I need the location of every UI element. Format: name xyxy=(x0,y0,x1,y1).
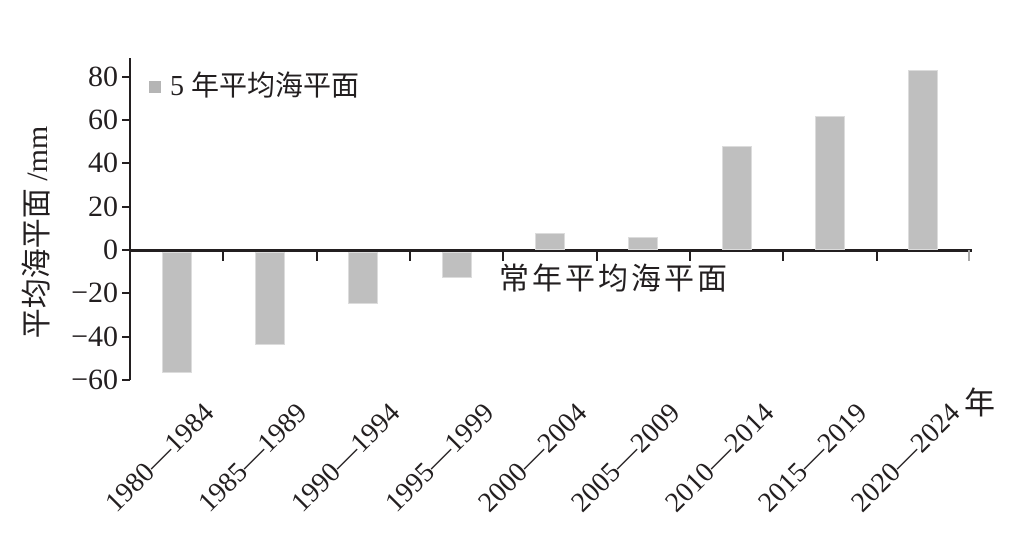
y-axis-tick xyxy=(122,292,130,295)
x-axis-tick xyxy=(875,252,878,261)
y-axis-tick xyxy=(122,249,130,251)
bar xyxy=(535,232,566,250)
y-axis-tick-label: 80 xyxy=(88,59,118,93)
x-axis-tick xyxy=(222,252,225,261)
bar xyxy=(815,115,846,250)
y-axis-tick xyxy=(122,119,130,122)
y-axis-tick-label: −40 xyxy=(71,319,118,353)
bar xyxy=(161,252,192,374)
x-axis-tick xyxy=(595,252,598,261)
baseline-annotation: 常年平均海平面 xyxy=(499,263,730,296)
y-axis-tick-label: −20 xyxy=(71,276,118,310)
bar xyxy=(628,237,659,250)
x-axis-tick xyxy=(689,252,692,261)
x-axis-tick xyxy=(782,252,785,261)
y-axis-tick-label: 40 xyxy=(88,146,118,180)
y-axis-tick xyxy=(122,335,130,338)
bar xyxy=(908,70,939,250)
x-axis-tick xyxy=(409,252,412,261)
y-axis-tick xyxy=(122,378,130,381)
legend-swatch-icon xyxy=(149,81,161,93)
y-axis-tick-label: −60 xyxy=(71,362,118,396)
legend-label: 5 年平均海平面 xyxy=(170,71,360,102)
y-axis-tick xyxy=(122,205,130,208)
y-axis-tick-label: 60 xyxy=(88,103,118,137)
x-axis-tick xyxy=(502,252,505,261)
y-axis-tick xyxy=(122,75,130,78)
x-axis-unit: 年 xyxy=(964,386,995,421)
bar xyxy=(441,252,472,278)
bar xyxy=(255,252,286,346)
bar xyxy=(721,146,752,250)
x-axis-zero-line xyxy=(129,249,972,252)
x-axis-tick xyxy=(315,252,318,261)
legend: 5 年平均海平面 xyxy=(149,72,359,102)
y-axis-tick-label: 0 xyxy=(103,233,118,266)
bar xyxy=(348,252,379,304)
x-axis-end-tick xyxy=(968,250,970,261)
y-axis-line xyxy=(129,58,131,380)
y-axis-tick-label: 20 xyxy=(88,189,118,223)
y-axis-tick xyxy=(122,162,130,165)
